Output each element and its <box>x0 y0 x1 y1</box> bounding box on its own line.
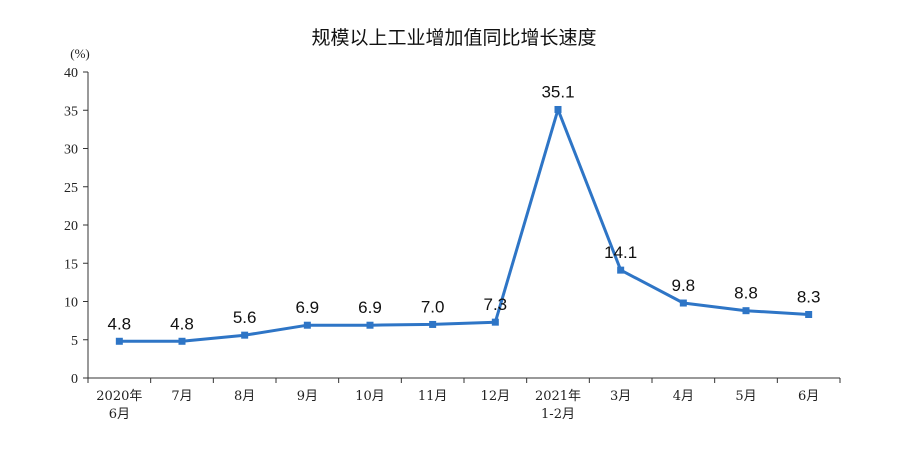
data-label: 8.3 <box>797 288 821 307</box>
data-label: 6.9 <box>296 298 320 317</box>
data-point <box>805 311 813 319</box>
x-tick-label: 8月 <box>234 389 255 404</box>
data-label: 35.1 <box>541 82 574 101</box>
data-markers <box>115 105 813 345</box>
x-tick-label: 9月 <box>297 389 318 404</box>
x-ticks: 2020年 6月 7月 8月 9月 10月 11月 12月 2021年 1-2月 3月 4月 5月 6月 <box>87 378 841 422</box>
data-point <box>115 337 123 345</box>
y-tick-label: 25 <box>64 181 78 196</box>
data-point <box>491 318 499 326</box>
data-label: 8.8 <box>734 284 758 303</box>
x-tick-label: 2021年 <box>535 389 581 404</box>
x-tick-label: 7月 <box>171 389 192 404</box>
data-point <box>617 266 625 274</box>
data-label: 4.8 <box>170 314 194 333</box>
x-tick-label: 2020年 <box>96 389 142 404</box>
x-tick-label: 12月 <box>481 389 511 404</box>
data-label: 4.8 <box>108 314 132 333</box>
data-label: 7.0 <box>421 297 445 316</box>
y-tick-label: 5 <box>71 334 78 349</box>
data-point <box>241 331 249 339</box>
x-tick-label: 3月 <box>610 389 631 404</box>
data-label: 7.3 <box>484 295 508 314</box>
x-tick-label: 6月 <box>798 389 819 404</box>
data-label: 6.9 <box>358 298 382 317</box>
y-tick-label: 10 <box>64 296 78 311</box>
data-point <box>178 337 186 345</box>
y-tick-label: 35 <box>64 104 78 119</box>
data-label: 5.6 <box>233 308 257 327</box>
data-point <box>366 321 374 329</box>
x-tick-label: 11月 <box>418 389 448 404</box>
data-point <box>679 299 687 307</box>
data-label: 14.1 <box>604 243 637 262</box>
data-label: 9.8 <box>672 276 696 295</box>
y-tick-label: 30 <box>64 143 78 158</box>
chart-title: 规模以上工业增加值同比增长速度 <box>311 27 596 49</box>
x-tick-label: 1-2月 <box>541 407 575 422</box>
data-point <box>429 320 437 328</box>
data-labels: 4.8 4.8 5.6 6.9 6.9 7.0 7.3 35.1 14.1 9.8 8.8 8.3 <box>108 82 821 333</box>
y-tick-label: 15 <box>64 257 78 272</box>
x-tick-label: 6月 <box>109 407 130 422</box>
y-axis-unit: (%) <box>70 46 90 61</box>
y-tick-label: 20 <box>64 219 78 234</box>
x-tick-label: 10月 <box>355 389 385 404</box>
data-point <box>742 307 750 315</box>
x-tick-label: 5月 <box>735 389 756 404</box>
series-line <box>119 108 809 343</box>
y-tick-label: 40 <box>64 66 78 81</box>
y-ticks: 0 5 10 15 20 25 30 35 40 <box>64 66 88 387</box>
data-point <box>303 321 311 329</box>
x-tick-label: 4月 <box>673 389 694 404</box>
data-point <box>554 105 562 113</box>
y-tick-label: 0 <box>71 372 78 387</box>
